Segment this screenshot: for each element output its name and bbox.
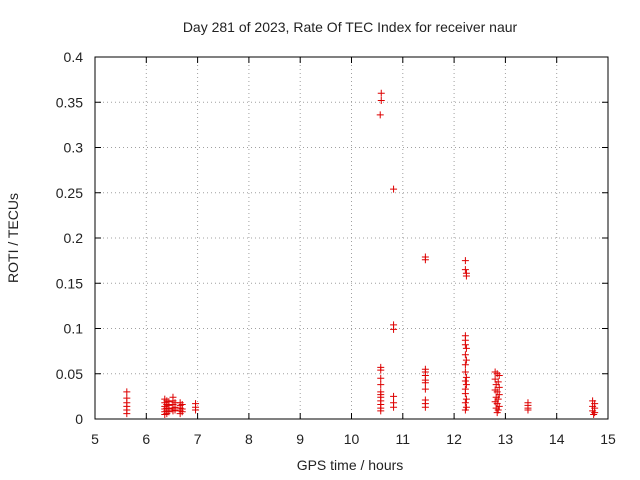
data-point [591,409,599,417]
data-point [462,381,470,389]
data-point [493,409,501,417]
x-tick-label: 11 [396,431,411,447]
data-point [462,373,470,381]
x-tick-label: 7 [194,431,202,447]
data-point [495,383,503,391]
data-point [590,410,598,418]
data-point [421,403,429,411]
data-point [461,390,469,398]
data-point [377,374,385,382]
data-point [377,96,385,104]
y-tick-label: 0.4 [64,49,84,65]
data-point [377,407,385,415]
x-tick-label: 14 [549,431,565,447]
data-point [390,325,398,333]
data-point [376,111,384,119]
data-point [377,381,385,389]
data-point [462,272,470,280]
x-tick-label: 10 [344,431,360,447]
data-point [421,256,429,264]
data-point [390,185,398,193]
x-tick-label: 15 [600,431,616,447]
data-point [495,372,503,380]
axis-ticks: 5 6 7 8 9 10 11 12 13 14 15 0 0.05 0.1 0.15 0.2 0.25 0.3 0… [56,49,616,447]
x-tick-label: 8 [245,431,253,447]
x-tick-label: 13 [498,431,514,447]
data-point [461,361,469,369]
y-tick-label: 0.1 [64,321,84,337]
data-point [377,89,385,97]
data-point [178,408,186,416]
x-tick-label: 5 [91,431,99,447]
y-tick-label: 0.3 [64,140,84,156]
data-point [461,406,469,414]
x-tick-label: 6 [142,431,150,447]
data-point [495,402,503,410]
data-point [123,388,131,396]
data-point [462,395,470,403]
data-point [461,341,469,349]
data-points [123,89,599,418]
y-tick-label: 0 [75,411,83,427]
x-axis-label: GPS time / hours [297,457,404,473]
data-point [165,408,173,416]
y-tick-label: 0.2 [64,230,84,246]
data-point [462,356,470,364]
y-tick-label: 0.15 [56,275,83,291]
grid-lines [95,57,608,419]
data-point [461,377,469,385]
chart-title: Day 281 of 2023, Rate Of TEC Index for r… [183,19,518,35]
y-tick-label: 0.05 [56,366,83,382]
data-point [377,366,385,374]
data-point [421,379,429,387]
data-point [123,410,131,418]
data-point [461,399,469,407]
data-point [461,266,469,274]
y-tick-label: 0.25 [56,185,83,201]
x-tick-label: 9 [296,431,304,447]
data-point [421,385,429,393]
data-point [390,392,398,400]
x-tick-label: 12 [446,431,462,447]
data-point [462,344,470,352]
data-point [461,368,469,376]
data-point [461,351,469,359]
data-point [461,257,469,265]
data-point [524,406,532,414]
data-point [171,406,179,414]
data-point [390,403,398,411]
y-tick-label: 0.35 [56,94,83,110]
y-axis-label: ROTI / TECUs [5,193,21,283]
data-point [192,406,200,414]
